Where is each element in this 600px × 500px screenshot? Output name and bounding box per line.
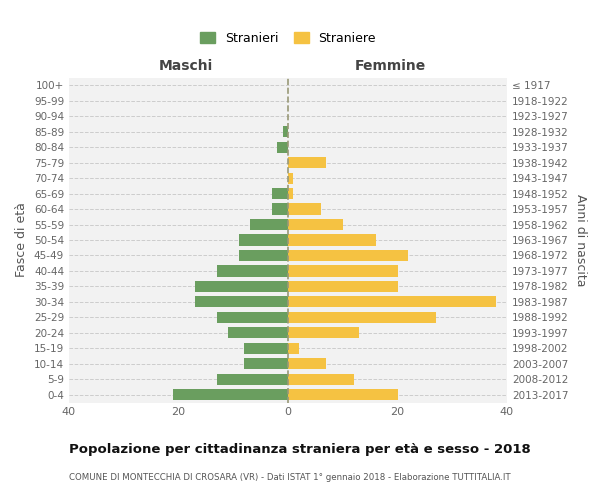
Text: Popolazione per cittadinanza straniera per età e sesso - 2018: Popolazione per cittadinanza straniera p… [69,442,531,456]
Bar [288,343,299,354]
Bar [195,296,288,308]
Bar [283,126,288,137]
Bar [288,312,436,323]
Legend: Stranieri, Straniere: Stranieri, Straniere [195,27,381,50]
Bar [217,266,288,276]
Bar [239,250,288,261]
Bar [217,374,288,385]
Bar [217,312,288,323]
Bar [244,343,288,354]
Bar [288,374,354,385]
Bar [239,234,288,246]
Bar [288,219,343,230]
Y-axis label: Anni di nascita: Anni di nascita [574,194,587,286]
Bar [288,281,398,292]
Y-axis label: Fasce di età: Fasce di età [16,202,28,278]
Bar [288,234,376,246]
Bar [288,328,359,338]
Bar [277,142,288,152]
Bar [288,358,326,370]
Text: COMUNE DI MONTECCHIA DI CROSARA (VR) - Dati ISTAT 1° gennaio 2018 - Elaborazione: COMUNE DI MONTECCHIA DI CROSARA (VR) - D… [69,472,511,482]
Bar [195,281,288,292]
Bar [288,389,398,400]
Bar [272,204,288,214]
Bar [288,250,409,261]
Bar [288,157,326,168]
Bar [288,204,321,214]
Bar [250,219,288,230]
Text: Maschi: Maschi [158,58,212,72]
Bar [173,389,288,400]
Bar [228,328,288,338]
Bar [288,188,293,199]
Text: Femmine: Femmine [355,58,426,72]
Bar [288,296,496,308]
Bar [272,188,288,199]
Bar [288,266,398,276]
Bar [244,358,288,370]
Bar [288,172,293,184]
